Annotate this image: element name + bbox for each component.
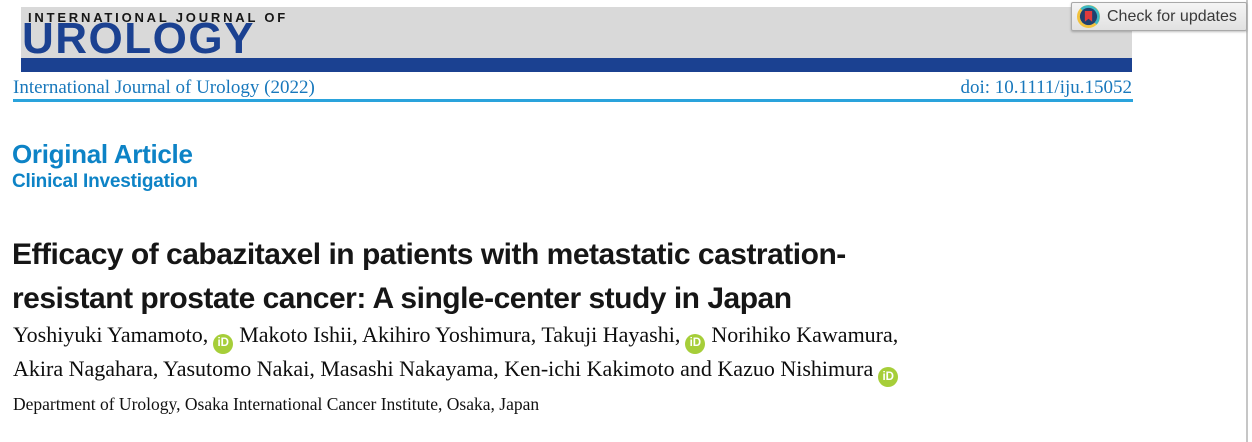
journal-kicker: INTERNATIONAL JOURNAL OF xyxy=(28,10,289,25)
author-names: Makoto Ishii, Akihiro Yoshimura, Takuji … xyxy=(239,322,681,347)
subsection-label: Clinical Investigation xyxy=(12,171,198,192)
check-for-updates-button[interactable]: Check for updates xyxy=(1071,2,1247,31)
masthead-navy-bar xyxy=(21,58,1132,72)
title-line-2: resistant prostate cancer: A single-cent… xyxy=(12,282,792,315)
article-title: Efficacy of cabazitaxel in patients with… xyxy=(12,233,846,321)
section-label: Original Article xyxy=(12,139,193,169)
author-line: Akira Nagahara, Yasutomo Nakai, Masashi … xyxy=(13,354,904,387)
author-names: Akira Nagahara, Yasutomo Nakai, Masashi … xyxy=(13,355,874,381)
orcid-icon[interactable]: iD xyxy=(685,333,706,354)
page-edge-line xyxy=(1246,0,1248,442)
author-list: Yoshiyuki Yamamoto, iD Makoto Ishii, Akihi… xyxy=(13,320,904,387)
check-for-updates-label: Check for updates xyxy=(1107,7,1237,25)
author-line: Yoshiyuki Yamamoto, iD Makoto Ishii, Akihi… xyxy=(13,320,904,354)
author-names: Yoshiyuki Yamamoto, xyxy=(13,322,209,347)
orcid-icon[interactable]: iD xyxy=(213,333,234,354)
author-names: Norihiko Kawamura, xyxy=(711,322,899,347)
affiliation: Department of Urology, Osaka Internation… xyxy=(13,394,540,414)
orcid-icon[interactable]: iD xyxy=(878,367,899,387)
doi-link[interactable]: doi: 10.1111/iju.15052 xyxy=(960,77,1132,98)
header-divider-rule xyxy=(13,99,1133,102)
crossmark-icon xyxy=(1077,5,1100,28)
title-line-1: Efficacy of cabazitaxel in patients with… xyxy=(12,238,846,271)
journal-wordmark: UROLOGY xyxy=(22,14,255,63)
journal-citation: International Journal of Urology (2022) xyxy=(13,77,315,98)
journal-masthead: INTERNATIONAL JOURNAL OF UROLOGY xyxy=(21,7,1132,63)
